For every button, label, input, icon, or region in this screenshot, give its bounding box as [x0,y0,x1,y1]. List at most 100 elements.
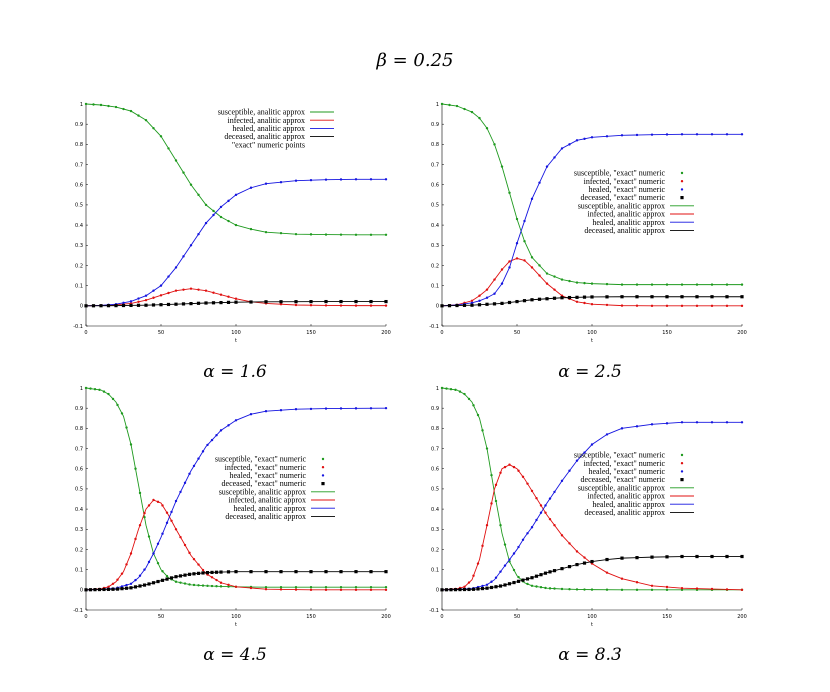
point-healed [219,429,223,432]
point-healed [523,219,526,223]
point-deceased [165,577,169,581]
point-infected [526,482,529,485]
point-healed [553,490,556,494]
point-susceptible [161,570,164,573]
point-susceptible [120,412,124,415]
point-susceptible [210,584,214,588]
point-healed [122,301,125,304]
point-healed [339,407,343,410]
x-tick-label: 50 [514,330,520,336]
point-susceptible [553,587,556,590]
point-healed [635,133,639,137]
point-deceased [725,295,729,299]
point-infected [553,288,556,291]
point-susceptible [116,403,119,407]
point-susceptible [538,264,541,267]
point-deceased [665,555,669,559]
point-infected [583,301,586,305]
point-infected [665,585,669,589]
point-susceptible [219,585,223,588]
point-healed [508,266,511,269]
point-healed [179,490,182,494]
y-tick-label: 0.7 [431,162,439,168]
point-susceptible [137,114,140,117]
legend-point-healed [680,470,684,473]
point-infected [725,304,729,308]
point-susceptible [354,585,358,589]
x-tick-label: 150 [662,330,672,336]
point-infected [575,300,579,303]
point-infected [508,463,511,466]
legend-label: deceased, analitic approx [224,132,305,141]
point-healed [560,479,564,483]
x-tick-label: 50 [158,614,164,620]
point-deceased [650,555,654,559]
point-susceptible [279,585,283,589]
point-healed [665,422,669,425]
point-deceased [181,302,186,306]
point-susceptible [476,413,480,417]
point-susceptible [493,143,496,146]
point-infected [167,291,170,295]
point-deceased [530,576,534,580]
point-healed [695,133,699,136]
point-infected [212,291,215,294]
point-infected [369,304,373,307]
legend-label: healed, "exact" numeric [230,471,307,480]
point-healed [620,134,624,137]
point-infected [500,268,504,271]
point-infected [152,296,155,299]
point-deceased [537,297,542,301]
point-deceased [115,587,120,591]
point-healed [575,139,579,142]
point-infected [680,587,684,590]
point-deceased [384,570,388,574]
point-susceptible [143,515,146,519]
point-susceptible [182,171,185,174]
x-tick-label: 150 [662,614,672,620]
legend-label: healed, "exact" numeric [589,467,666,476]
point-healed [159,284,163,287]
point-deceased [449,588,453,592]
legend-label: infected, analitic approx [587,492,665,501]
point-deceased [192,572,196,576]
point-susceptible [107,392,110,396]
point-healed [137,297,140,300]
legend-label: susceptible, "exact" numeric [574,169,666,178]
point-deceased [458,587,462,592]
point-infected [129,552,133,555]
point-deceased [156,579,160,584]
point-infected [530,489,534,493]
point-deceased [129,303,133,308]
point-infected [369,588,373,592]
legend-label: infected, "exact" numeric [225,463,307,472]
y-tick-label: 0.6 [431,183,439,189]
point-healed [182,255,185,258]
legend-label: deceased, "exact" numeric [581,193,666,202]
point-susceptible [212,209,215,213]
legend-point-deceased [680,196,684,200]
point-deceased [88,588,93,592]
point-deceased [567,295,572,300]
point-deceased [515,299,519,304]
point-infected [192,557,196,561]
point-healed [249,413,253,416]
point-deceased [635,556,639,560]
legend-label: susceptible, analitic approx [578,201,665,210]
point-deceased [187,572,192,576]
point-deceased [84,304,88,308]
point-infected [560,534,564,537]
point-susceptible [192,583,196,587]
point-healed [147,560,151,564]
point-deceased [159,303,163,307]
legend-label: healed, "exact" numeric [589,185,666,194]
point-healed [264,182,268,185]
point-healed [129,582,133,585]
point-infected [512,465,516,469]
point-susceptible [575,588,579,591]
point-susceptible [264,230,268,234]
point-deceased [503,583,507,587]
point-infected [210,576,214,579]
point-infected [249,586,253,590]
